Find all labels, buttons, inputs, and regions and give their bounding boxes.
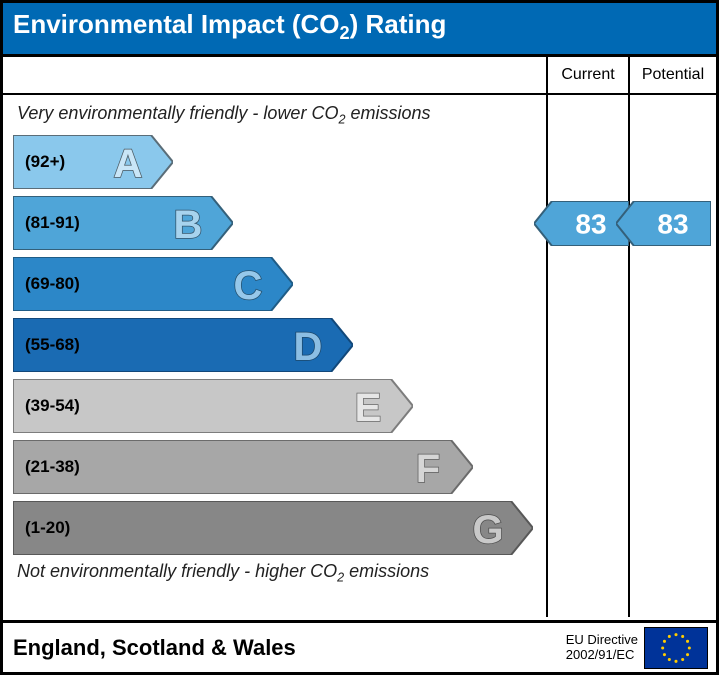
current-column: Current 83: [548, 57, 630, 617]
potential-header: Potential: [630, 57, 716, 95]
chart-area: Very environmentally friendly - lower CO…: [3, 95, 546, 617]
band-e: (39-54)E: [13, 379, 536, 433]
footer-region: England, Scotland & Wales: [13, 635, 296, 661]
current-header: Current: [548, 57, 628, 95]
current-value: 83: [575, 208, 606, 239]
current-pointer: 83: [534, 201, 629, 246]
chart-title: Environmental Impact (CO2) Rating: [13, 9, 446, 39]
note-bottom: Not environmentally friendly - higher CO…: [17, 561, 536, 585]
band-d: (55-68)D: [13, 318, 536, 372]
title-bar: Environmental Impact (CO2) Rating: [3, 3, 716, 57]
band-range: (21-38): [25, 457, 80, 477]
band-a: (92+)A: [13, 135, 536, 189]
band-range: (55-68): [25, 335, 80, 355]
potential-pointer: 83: [616, 201, 711, 246]
eu-flag-icon: [644, 627, 708, 669]
band-range: (69-80): [25, 274, 80, 294]
band-range: (81-91): [25, 213, 80, 233]
epc-co2-rating-chart: Environmental Impact (CO2) Rating Very e…: [0, 0, 719, 675]
potential-value: 83: [657, 208, 688, 239]
band-c: (69-80)C: [13, 257, 536, 311]
footer-right: EU Directive 2002/91/EC: [566, 627, 708, 669]
band-g: (1-20)G: [13, 501, 536, 555]
bands-container: (92+)A (81-91)B (69-80)C (55-68)D (39-54)E (2…: [13, 135, 536, 555]
band-b: (81-91)B: [13, 196, 536, 250]
band-f: (21-38)F: [13, 440, 536, 494]
main-col-head: [3, 57, 546, 95]
band-range: (39-54): [25, 396, 80, 416]
footer: England, Scotland & Wales EU Directive 2…: [3, 620, 716, 672]
directive-line2: 2002/91/EC: [566, 647, 635, 662]
note-top: Very environmentally friendly - lower CO…: [17, 103, 536, 127]
columns: Very environmentally friendly - lower CO…: [3, 57, 716, 617]
directive-line1: EU Directive: [566, 632, 638, 647]
main-column: Very environmentally friendly - lower CO…: [3, 57, 548, 617]
band-range: (92+): [25, 152, 65, 172]
eu-directive-text: EU Directive 2002/91/EC: [566, 633, 638, 663]
potential-column: Potential 83: [630, 57, 716, 617]
band-range: (1-20): [25, 518, 70, 538]
